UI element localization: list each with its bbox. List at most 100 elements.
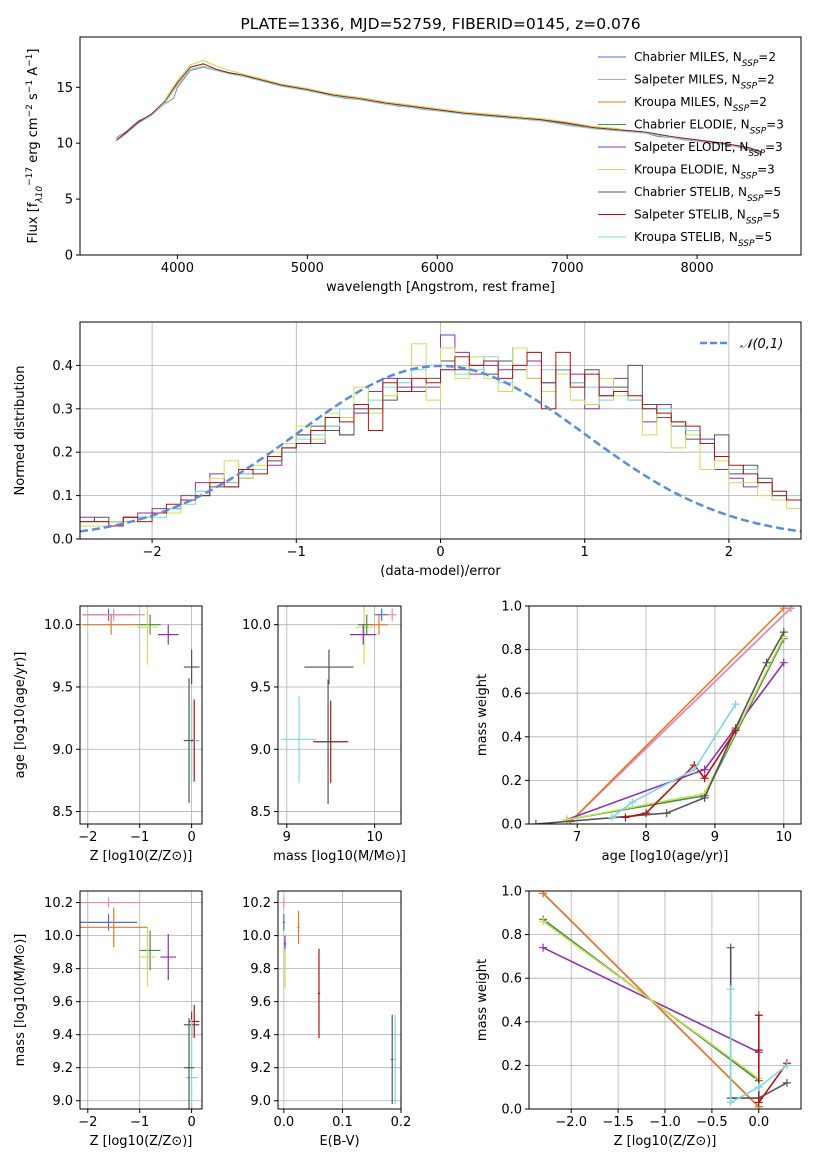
errorbar-point — [139, 930, 161, 971]
series-line-kroupa-stelib — [729, 989, 788, 1104]
y-axis-label: age [log10(age/yr)] — [13, 652, 28, 779]
data-point-marker — [690, 765, 699, 774]
x-tick-label: 10 — [776, 830, 793, 845]
x-tick-label: 8000 — [681, 261, 714, 276]
x-axis-label: (data-model)/error — [380, 564, 501, 579]
x-tick-label: 9 — [711, 830, 719, 845]
hist-salpeter-stelib — [80, 351, 801, 527]
legend: Chabrier MILES, NSSP=2 Salpeter MILES, NS… — [598, 50, 784, 249]
y-tick-label: 9.6 — [250, 995, 271, 1010]
data-point-marker — [754, 1083, 763, 1092]
x-axis-label: age [log10(age/yr)] — [602, 849, 729, 864]
data-point-marker — [700, 774, 709, 783]
x-tick-label: 10 — [366, 830, 383, 845]
axes-frame — [79, 36, 802, 256]
x-tick-label: −2 — [78, 830, 97, 845]
legend-label: Kroupa STELIB, NSSP=5 — [634, 230, 772, 249]
data-point-marker — [731, 700, 740, 709]
errorbar-point — [139, 614, 161, 635]
data-point-marker — [726, 985, 735, 994]
y-tick-label: 0.0 — [52, 533, 73, 548]
panel-weight_vs_Z: −2.0 −1.5 −1.0 −0.5 0.0 0.0 0.2 0.4 0.6 0.8 1.0 Z [… — [475, 885, 802, 1149]
errorbar-point — [355, 606, 373, 665]
y-tick-label: 0.4 — [52, 359, 73, 374]
legend-label: Chabrier STELIB, NSSP=5 — [634, 185, 781, 204]
data-point-marker — [607, 813, 616, 822]
axes-frame — [79, 605, 203, 825]
data-point-marker — [628, 798, 637, 807]
errorbar-point — [183, 1018, 195, 1109]
errorbar-point — [283, 948, 287, 989]
errorbar-point — [317, 948, 321, 1038]
x-tick-label: 5000 — [291, 261, 324, 276]
data-point-marker — [539, 943, 548, 952]
x-axis-label: mass [log10(M/M⊙)] — [273, 849, 406, 864]
y-tick-label: 0 — [65, 249, 73, 264]
grid-lines — [80, 891, 202, 1109]
x-tick-label: 6000 — [421, 261, 454, 276]
plot-area — [281, 606, 397, 805]
x-tick-label: 0.2 — [391, 1115, 412, 1130]
y-tick-label: 10.0 — [44, 618, 73, 633]
x-tick-label: 7000 — [551, 261, 584, 276]
errorbar-point — [137, 606, 158, 665]
errorbar-point — [304, 649, 354, 685]
errorbar-point — [160, 933, 177, 981]
data-point-marker — [754, 1046, 763, 1055]
gaussian-curve — [80, 364, 801, 533]
y-tick-label: 10.0 — [242, 929, 271, 944]
errorbar-point — [350, 624, 377, 645]
y-tick-label: 10.2 — [44, 896, 73, 911]
data-point-marker — [621, 813, 630, 822]
data-point-marker — [779, 658, 788, 667]
y-tick-label: 0.8 — [501, 928, 522, 943]
y-tick-label: 9.4 — [250, 1028, 271, 1043]
y-tick-label: 9.0 — [250, 743, 271, 758]
data-point-marker — [754, 1011, 763, 1020]
x-tick-label: 0 — [436, 545, 444, 560]
hist-kroupa-stelib — [80, 351, 801, 527]
errorbar-point — [374, 608, 389, 621]
x-axis-label: Z [log10(Z/Z⊙)] — [90, 1134, 193, 1149]
legend-label: Kroupa ELODIE, NSSP=3 — [634, 163, 775, 182]
grid-lines — [80, 606, 202, 824]
legend-label: Chabrier MILES, NSSP=2 — [634, 50, 776, 69]
y-tick-label: 0.4 — [501, 730, 522, 745]
y-axis-label: mass weight — [475, 959, 490, 1041]
y-tick-label: 0.0 — [501, 818, 522, 833]
y-tick-label: 0.2 — [501, 774, 522, 789]
errorbar-point — [183, 649, 200, 685]
y-tick-label: 0.6 — [501, 972, 522, 987]
errorbar-point — [297, 910, 300, 944]
panel-mass_vs_Z: −2 −1 0 9.0 9.2 9.4 9.6 9.8 10.0 10.2 Z [log10(Z/Z… — [13, 890, 203, 1149]
x-axis-label: E(B-V) — [319, 1134, 359, 1149]
y-axis-label: mass [log10(M/M⊙)] — [13, 934, 28, 1067]
y-tick-label: 10.0 — [44, 929, 73, 944]
series-line-salpeter-stelib — [757, 1015, 788, 1105]
x-tick-label: 0 — [187, 830, 195, 845]
y-tick-label: 0.2 — [52, 446, 73, 461]
y-tick-label: 9.4 — [52, 1028, 73, 1043]
series-line-kroupa-stelib — [116, 65, 763, 154]
errorbar-point — [80, 907, 148, 948]
errorbar-point — [387, 608, 397, 621]
grid-lines — [278, 891, 402, 1109]
series-line-kroupa-stelib — [611, 703, 737, 819]
x-tick-label: −1.0 — [649, 1115, 681, 1130]
data-point-marker — [642, 809, 651, 818]
panel-residuals: −2 −1 0 1 2 0.0 0.1 0.2 0.3 0.4 (data-model)/error… — [13, 321, 802, 579]
series-line-salpeter-stelib — [116, 63, 763, 153]
panel-age_vs_Z: −2 −1 0 8.5 9.0 9.5 10.0 Z [log10(Z/Z⊙)] age [lo… — [13, 605, 203, 864]
series-line-salpeter-elodie — [566, 662, 785, 821]
plot-area — [116, 59, 763, 155]
errorbar-point — [282, 897, 286, 908]
plot-area — [80, 334, 801, 533]
legend: 𝒩(0,1) — [700, 337, 783, 352]
x-tick-label: −1 — [287, 545, 306, 560]
hist-chabrier-stelib — [80, 360, 801, 523]
y-tick-label: 9.0 — [52, 743, 73, 758]
panel-age_vs_mass: 9 10 8.5 9.0 9.5 10.0 mass [log10(M/M⊙)] — [242, 605, 406, 864]
y-tick-label: 1.0 — [501, 600, 522, 615]
